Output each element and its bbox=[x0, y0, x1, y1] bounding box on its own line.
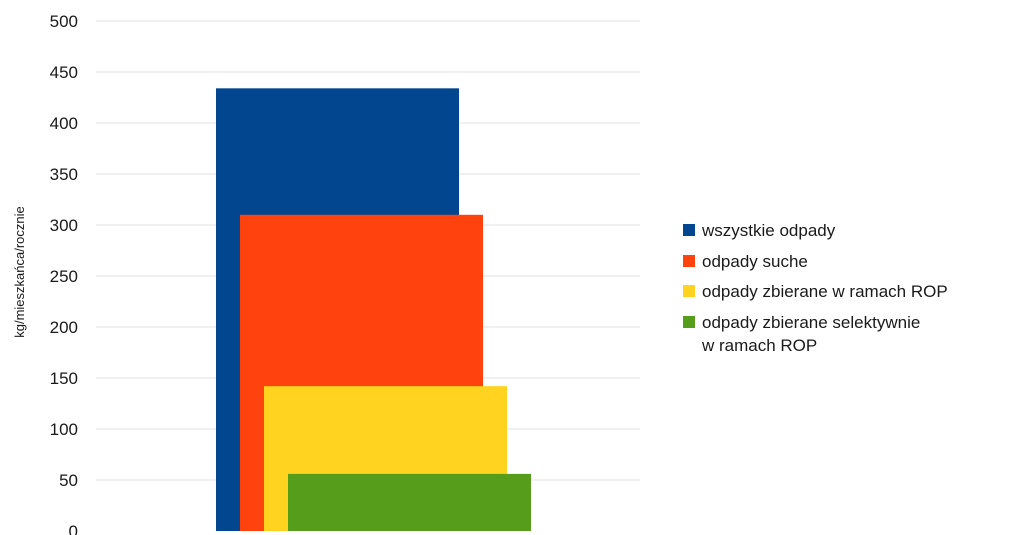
legend-swatch-odpady-rop bbox=[683, 285, 695, 297]
y-tick-label-450: 450 bbox=[50, 63, 78, 82]
legend-label: wszystkie odpady bbox=[702, 221, 836, 240]
y-tick-label-100: 100 bbox=[50, 420, 78, 439]
legend-label-line1: odpady zbierane selektywnie bbox=[702, 312, 921, 332]
y-axis-title: kg/mieszkańca/rocznie bbox=[12, 206, 27, 338]
legend-swatch-odpady-suche bbox=[683, 254, 695, 267]
legend-label: odpady suche bbox=[702, 251, 808, 271]
y-tick-label-50: 50 bbox=[59, 471, 78, 490]
legend-swatch-wszystkie-odpady bbox=[683, 224, 695, 236]
legend-item-odpady-selektywne-rop: odpady zbierane selektywnie w ramach ROP bbox=[683, 311, 1013, 357]
legend-label-line2: w ramach ROP bbox=[702, 335, 818, 355]
legend-item-wszystkie-odpady: wszystkie odpady bbox=[683, 219, 1013, 242]
bar-4 bbox=[288, 473, 531, 531]
y-tick-label-400: 400 bbox=[50, 114, 78, 133]
y-tick-label-0: 0 bbox=[69, 522, 78, 535]
legend-item-odpady-suche: odpady suche bbox=[683, 250, 1013, 273]
legend-label: odpady zbierane w ramach ROP bbox=[702, 282, 948, 301]
legend: wszystkie odpady odpady suche odpady zbi… bbox=[683, 219, 1013, 364]
y-tick-label-150: 150 bbox=[50, 369, 78, 388]
legend-swatch-odpady-selektywne-rop bbox=[683, 315, 695, 328]
y-tick-label-250: 250 bbox=[50, 267, 78, 286]
y-tick-label-200: 200 bbox=[50, 318, 78, 337]
legend-item-odpady-rop: odpady zbierane w ramach ROP bbox=[683, 280, 1013, 303]
y-tick-label-350: 350 bbox=[50, 165, 78, 184]
bars bbox=[216, 88, 531, 532]
y-tick-label-300: 300 bbox=[50, 216, 78, 235]
y-tick-label-500: 500 bbox=[50, 12, 78, 31]
y-axis-ticks: 0 50 100 150 200 250 300 350 400 450 500 bbox=[50, 12, 78, 535]
